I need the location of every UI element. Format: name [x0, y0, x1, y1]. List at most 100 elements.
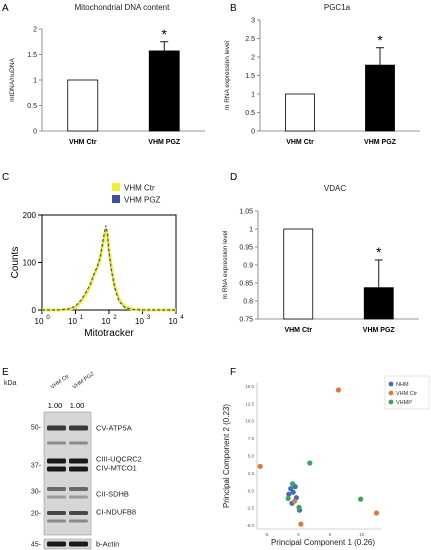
kda-marker: 30-: [31, 489, 42, 496]
chart-title: VDAC: [324, 184, 346, 193]
protein-band: [47, 487, 66, 491]
y-tick-label: 0: [32, 306, 37, 315]
protein-band: [47, 425, 66, 431]
vdac-bar-chart: VDAC m RNA expression level 0.75 0.8 0.85 0.9…: [222, 184, 419, 334]
protein-band: [69, 441, 88, 445]
band-label: CIII-UQCRC2: [96, 455, 142, 464]
y-tick-label: 1: [33, 78, 37, 85]
panel-letter-c: C: [2, 172, 10, 183]
significance-marker: *: [377, 32, 383, 48]
y-axis-label: Principal Component 2 (0.23): [222, 404, 231, 508]
y-axis-label: mtDNA/nuDNA: [9, 57, 16, 101]
x-axis-label: Mitotracker: [84, 328, 134, 339]
y-tick-label: 100: [23, 259, 37, 268]
x-tick-exponent: 1: [80, 315, 84, 321]
actin-band: [69, 541, 88, 547]
y-tick-label: 1: [249, 227, 253, 234]
protein-band: [47, 441, 66, 445]
protein-band: [69, 487, 88, 491]
y-tick-label: 1.5: [27, 52, 37, 59]
y-tick-label: -5.0: [246, 523, 254, 528]
bar: [285, 93, 315, 132]
legend-swatch: [112, 183, 120, 191]
scatter-point: [290, 481, 296, 487]
plot-frame: [41, 214, 177, 311]
y-tick-label: 0.5: [245, 110, 255, 117]
actin-band: [47, 541, 66, 547]
y-tick-label: 3: [251, 18, 255, 25]
band-label: CIV-MTCO1: [96, 464, 137, 473]
bar: [148, 50, 180, 132]
y-tick-label: 2.5: [248, 471, 255, 476]
band-label: b-Actin: [96, 540, 119, 549]
band-label: CV-ATP5A: [96, 424, 132, 433]
y-tick-label: -2.5: [246, 506, 254, 511]
y-tick-label: 0.8: [243, 299, 253, 306]
x-tick-label: -5: [265, 532, 269, 537]
y-tick-label: 200: [23, 211, 37, 220]
scatter-point: [290, 489, 296, 495]
scatter-point: [285, 495, 291, 501]
y-tick-label: 0.85: [239, 281, 253, 288]
y-tick-label: 0.5: [27, 103, 37, 110]
protein-band: [69, 519, 88, 523]
scatter-point: [307, 460, 313, 466]
protein-band: [47, 495, 66, 499]
y-tick-label: 12.5: [245, 401, 254, 406]
series-line: [42, 225, 176, 311]
y-tick-label: 7.5: [248, 436, 255, 441]
y-tick-label: 1.05: [239, 209, 253, 216]
protein-band: [47, 511, 66, 515]
kda-marker: 45-: [31, 542, 42, 549]
significance-marker: *: [162, 26, 168, 42]
category-label: VHM Ctr: [284, 327, 312, 334]
actin-membrane: [43, 538, 92, 550]
x-tick-exponent: 3: [147, 315, 151, 321]
protein-band: [69, 511, 88, 515]
bar: [363, 287, 394, 320]
kda-marker: 50-: [31, 425, 42, 432]
significance-marker: *: [376, 244, 382, 260]
legend-label: VHM Ctr: [396, 391, 417, 397]
y-tick-label: 15.0: [245, 384, 254, 389]
protein-band: [69, 495, 88, 499]
x-tick-label: 10: [169, 317, 178, 326]
panel-letter-f: F: [230, 367, 237, 378]
y-tick-label: 2: [33, 27, 37, 34]
category-label: VHM PGZ: [363, 327, 396, 334]
mtdna-bar-chart: Mitochondrial DNA content mtDNA/nuDNA 0 0.5…: [9, 3, 205, 146]
legend-marker: [388, 390, 394, 396]
panel-letter-d: D: [230, 172, 238, 183]
legend-label: VHM PGZ: [124, 196, 161, 205]
x-tick-exponent: 4: [180, 315, 184, 321]
scatter-point: [335, 387, 341, 393]
x-tick-label: 10: [359, 532, 365, 537]
protein-band: [69, 425, 88, 431]
scatter-point: [373, 510, 380, 516]
scatter-point: [296, 504, 302, 510]
y-tick-label: 2: [251, 55, 255, 62]
western-blot: kDa VHM Ctr 1.00 VHM PGZ 1.00 50- 37- 30- 20- 45-…: [4, 371, 142, 550]
y-tick-label: 0.9: [243, 263, 253, 270]
legend-swatch: [112, 195, 120, 203]
protein-band: [47, 519, 66, 523]
scatter-point: [298, 521, 304, 527]
panel-letter-a: A: [2, 3, 9, 14]
x-tick-label: 10: [68, 317, 77, 326]
scatter-point: [286, 491, 292, 497]
y-tick-label: 0: [251, 129, 255, 136]
protein-band: [47, 458, 66, 464]
category-label: VHM Ctr: [286, 139, 314, 146]
protein-band: [69, 466, 88, 472]
lane-value: 1.00: [70, 401, 85, 410]
y-tick-label: 2.5: [245, 36, 255, 43]
scatter-point: [358, 496, 364, 502]
bar: [365, 64, 395, 132]
band-label: CII-SDHB: [96, 490, 129, 499]
bar: [283, 228, 314, 320]
x-tick-exponent: 2: [113, 315, 117, 321]
lane-label: VHM Ctr: [50, 374, 71, 391]
category-label: VHM Ctr: [69, 139, 97, 146]
y-tick-label: 1: [251, 92, 255, 99]
